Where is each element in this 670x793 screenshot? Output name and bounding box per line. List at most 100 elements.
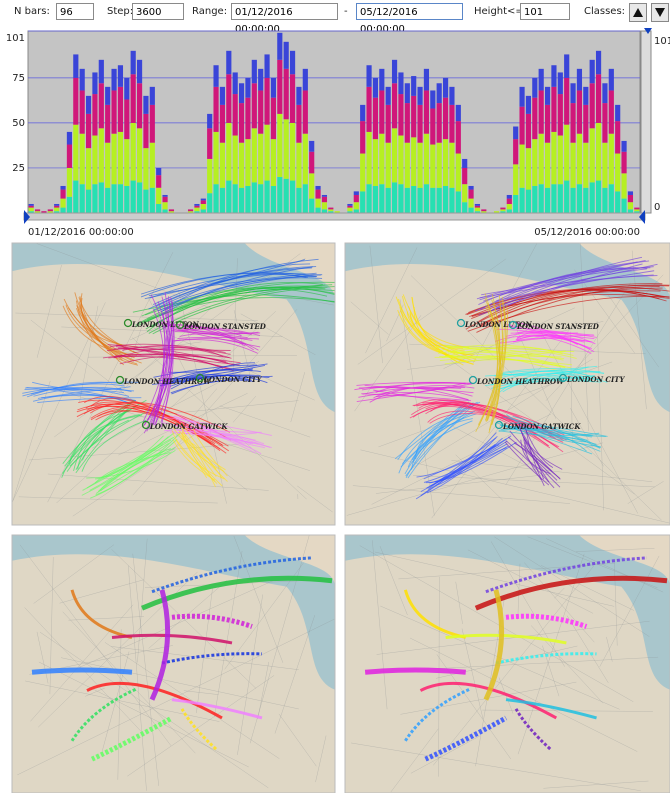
flight-path — [438, 348, 576, 359]
flight-path — [182, 429, 217, 484]
flight-path — [479, 290, 660, 322]
bar-segment — [462, 168, 467, 184]
bar-segment — [99, 182, 104, 213]
class-down-button[interactable] — [651, 3, 669, 22]
bar-segment — [60, 199, 65, 208]
flight-path — [68, 308, 134, 361]
bar-segment — [290, 74, 295, 123]
height-input[interactable]: 101 — [520, 3, 570, 20]
flight-path — [395, 405, 462, 459]
class-up-button[interactable] — [629, 3, 647, 22]
flight-path — [142, 287, 336, 316]
flow-path — [405, 590, 465, 638]
flight-path — [120, 356, 226, 364]
flight-path — [414, 307, 474, 364]
bar-segment — [398, 136, 403, 185]
flight-path — [158, 275, 322, 311]
bar-segment — [271, 186, 276, 213]
flight-path — [373, 390, 466, 403]
range-to-input[interactable]: 05/12/2016 00:00:00 — [356, 3, 463, 20]
step-input[interactable]: 3600 — [132, 3, 184, 20]
bar-segment — [118, 87, 123, 132]
bar-segment — [220, 188, 225, 213]
bar-segment — [634, 208, 639, 210]
range-from-input[interactable]: 01/12/2016 00:00:00 — [231, 3, 338, 20]
classes-label: Classes: — [584, 6, 625, 17]
bar-segment — [539, 90, 544, 133]
bar-segment — [315, 208, 320, 213]
background-track — [118, 629, 121, 780]
flight-path — [403, 294, 464, 351]
bar-segment — [258, 184, 263, 213]
flight-path — [141, 273, 306, 294]
flight-path — [96, 439, 178, 495]
background-track — [576, 548, 654, 551]
flight-path — [480, 288, 662, 324]
background-track — [105, 642, 279, 758]
background-track — [233, 258, 238, 375]
bar-segment — [602, 188, 607, 213]
bar-segment — [417, 143, 422, 188]
flight-path — [182, 423, 222, 486]
flight-path — [176, 440, 215, 482]
background-track — [597, 321, 604, 510]
bar-segment — [245, 98, 250, 139]
background-track — [184, 691, 219, 695]
flight-path — [153, 264, 310, 305]
y-tick-label: 75 — [12, 73, 25, 84]
flight-path — [407, 312, 476, 360]
flight-path — [141, 273, 316, 297]
bar-segment — [494, 211, 499, 213]
flight-path — [471, 284, 662, 319]
flight-path — [63, 306, 137, 355]
bar-segment — [430, 145, 435, 188]
background-track — [50, 557, 53, 694]
flight-path — [172, 426, 224, 471]
flight-path — [181, 423, 216, 469]
background-track — [372, 414, 551, 504]
background-track — [48, 474, 269, 490]
flight-path — [402, 403, 465, 464]
flight-path — [501, 380, 602, 388]
bar-segment — [143, 96, 148, 114]
flight-path — [176, 430, 272, 447]
flight-path — [489, 311, 501, 434]
flight-path — [505, 442, 549, 485]
map-border — [12, 535, 335, 793]
flight-path — [493, 260, 646, 309]
flight-path — [412, 297, 463, 348]
bar-segment — [156, 188, 161, 204]
background-track — [360, 546, 634, 702]
background-track — [376, 474, 551, 493]
y2-tick-label: 101 — [654, 36, 670, 47]
flight-path — [396, 297, 473, 356]
background-track — [291, 372, 305, 422]
background-track — [456, 455, 503, 501]
background-track — [347, 443, 603, 516]
flight-path — [181, 438, 216, 477]
background-track — [398, 563, 614, 579]
background-track — [29, 444, 238, 460]
bar-segment — [475, 208, 480, 212]
background-track — [411, 736, 480, 773]
bar-segment — [271, 78, 276, 98]
n-bars-input[interactable]: 96 — [56, 3, 94, 20]
airport-marker — [125, 320, 132, 327]
bar-segment — [252, 128, 257, 182]
flight-path — [153, 365, 257, 377]
bar-segment — [35, 211, 40, 213]
bar-segment — [500, 208, 505, 210]
flight-path — [136, 289, 327, 326]
bar-segment — [201, 204, 206, 209]
bar-segment — [207, 193, 212, 213]
flow-path — [112, 635, 232, 643]
flight-path — [166, 430, 257, 435]
bar-segment — [437, 188, 442, 213]
flight-path — [428, 411, 563, 442]
flight-path — [492, 295, 503, 425]
bar-segment — [315, 190, 320, 199]
airport-marker — [560, 375, 567, 382]
bar-segment — [539, 69, 544, 91]
background-track — [410, 638, 637, 752]
bar-segment — [456, 191, 461, 213]
